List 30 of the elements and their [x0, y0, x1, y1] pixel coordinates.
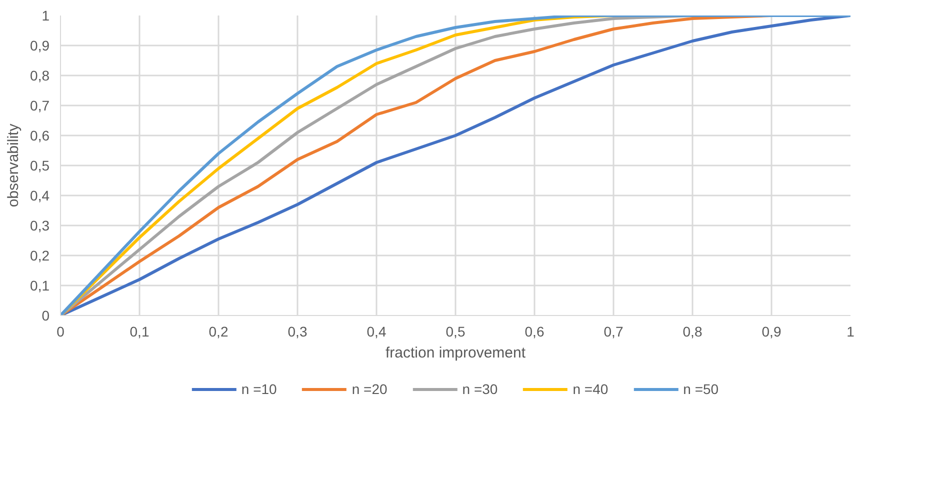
- x-tick-label: 0,9: [762, 324, 782, 340]
- y-tick-label: 0,7: [30, 98, 50, 114]
- x-tick-label: 0,2: [208, 324, 228, 340]
- x-tick-label: 0,7: [604, 324, 624, 340]
- x-tick-label: 0,1: [130, 324, 150, 340]
- y-tick-label: 0,8: [30, 68, 50, 84]
- legend-label: n =40: [572, 381, 608, 397]
- y-tick-label: 0,6: [30, 128, 50, 144]
- y-tick-label: 0,2: [30, 248, 50, 264]
- x-tick-label: 1: [846, 324, 855, 340]
- y-tick-label: 0,4: [30, 188, 50, 204]
- y-tick-label: 1: [42, 8, 50, 24]
- y-tick-label: 0: [42, 308, 50, 324]
- y-axis-title: observability: [5, 123, 22, 208]
- x-tick-label: 0,4: [366, 324, 386, 340]
- x-tick-label: 0,8: [682, 324, 702, 340]
- x-tick-label: 0,6: [524, 324, 544, 340]
- y-tick-label: 0,5: [30, 158, 50, 174]
- legend-label: n =50: [683, 381, 719, 397]
- x-tick-label: 0,5: [446, 324, 466, 340]
- y-tick-label: 0,3: [30, 218, 50, 234]
- legend-label: n =10: [241, 381, 277, 397]
- x-tick-label: 0,3: [288, 324, 308, 340]
- line-series: [60, 16, 850, 316]
- legend-label: n =30: [462, 381, 498, 397]
- x-axis-title: fraction improvement: [385, 344, 526, 362]
- y-tick-label: 0,1: [30, 278, 50, 294]
- x-tick-label: 0: [56, 324, 65, 340]
- y-tick-label: 0,9: [30, 38, 50, 54]
- legend-label: n =20: [352, 381, 388, 397]
